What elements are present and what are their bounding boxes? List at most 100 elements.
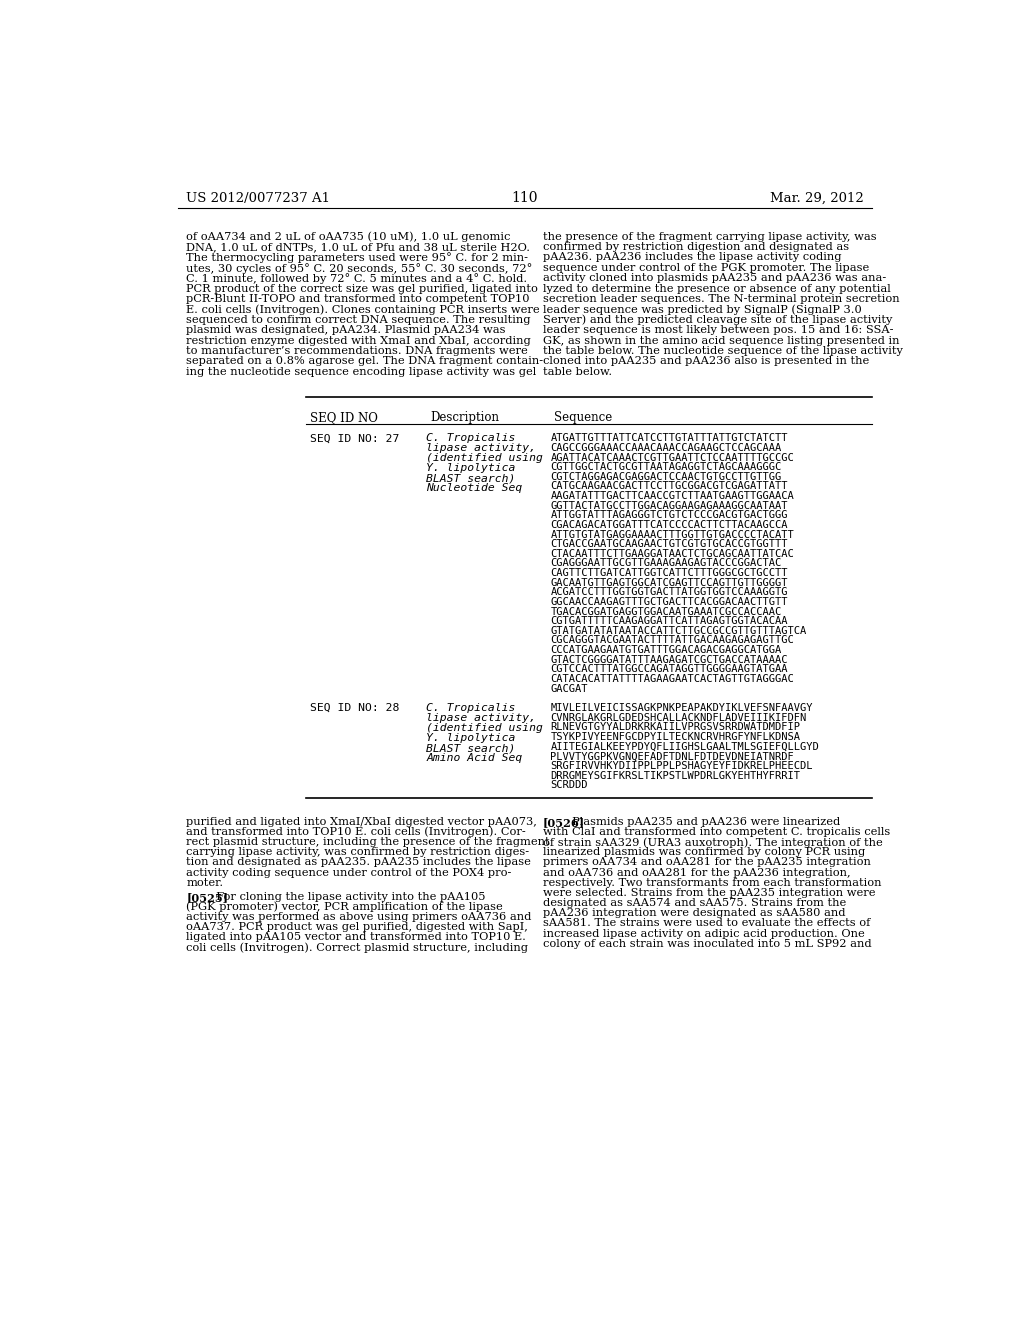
Text: leader sequence is most likely between pos. 15 and 16: SSA-: leader sequence is most likely between p… xyxy=(543,325,893,335)
Text: DNA, 1.0 uL of dNTPs, 1.0 uL of Pfu and 38 uL sterile H2O.: DNA, 1.0 uL of dNTPs, 1.0 uL of Pfu and … xyxy=(186,242,530,252)
Text: oAA737. PCR product was gel purified, digested with SapI,: oAA737. PCR product was gel purified, di… xyxy=(186,923,528,932)
Text: CCCATGAAGAATGTGATTTGGACAGACGAGGCATGGA: CCCATGAAGAATGTGATTTGGACAGACGAGGCATGGA xyxy=(550,645,781,655)
Text: ligated into pAA105 vector and transformed into TOP10 E.: ligated into pAA105 vector and transform… xyxy=(186,932,526,942)
Text: utes, 30 cycles of 95° C. 20 seconds, 55° C. 30 seconds, 72°: utes, 30 cycles of 95° C. 20 seconds, 55… xyxy=(186,263,532,273)
Text: activity cloned into plasmids pAA235 and pAA236 was ana-: activity cloned into plasmids pAA235 and… xyxy=(543,273,886,282)
Text: SRGFIRVVHKYDIIPPLPPLPSHAGYEYFIDKRELPHEECDL: SRGFIRVVHKYDIIPPLPPLPSHAGYEYFIDKRELPHEEC… xyxy=(550,760,813,771)
Text: E. coli cells (Invitrogen). Clones containing PCR inserts were: E. coli cells (Invitrogen). Clones conta… xyxy=(186,305,540,315)
Text: coli cells (Invitrogen). Correct plasmid structure, including: coli cells (Invitrogen). Correct plasmid… xyxy=(186,942,528,953)
Text: Sequence: Sequence xyxy=(554,411,612,424)
Text: ACGATCCTTTGGTGGTGACTTATGGTGGTCCAAAGGTG: ACGATCCTTTGGTGGTGACTTATGGTGGTCCAAAGGTG xyxy=(550,587,787,597)
Text: GACGAT: GACGAT xyxy=(550,684,588,693)
Text: (identified using: (identified using xyxy=(426,453,544,463)
Text: and transformed into TOP10 E. coli cells (Invitrogen). Cor-: and transformed into TOP10 E. coli cells… xyxy=(186,826,526,837)
Text: ATTGTGTATGAGGAAAACTTTGGTTGTGACCCCTACATT: ATTGTGTATGAGGAAAACTTTGGTTGTGACCCCTACATT xyxy=(550,529,795,540)
Text: SCRDDD: SCRDDD xyxy=(550,780,588,791)
Text: US 2012/0077237 A1: US 2012/0077237 A1 xyxy=(186,191,330,205)
Text: GTATGATATATAATACCATTCTTGCCGCCGTTGTTTAGTCA: GTATGATATATAATACCATTCTTGCCGCCGTTGTTTAGTC… xyxy=(550,626,807,636)
Text: primers oAA734 and oAA281 for the pAA235 integration: primers oAA734 and oAA281 for the pAA235… xyxy=(543,858,870,867)
Text: and oAA736 and oAA281 for the pAA236 integration,: and oAA736 and oAA281 for the pAA236 int… xyxy=(543,867,850,878)
Text: For cloning the lipase activity into the pAA105: For cloning the lipase activity into the… xyxy=(209,892,485,902)
Text: [0525]: [0525] xyxy=(186,892,228,903)
Text: confirmed by restriction digestion and designated as: confirmed by restriction digestion and d… xyxy=(543,242,849,252)
Text: The thermocycling parameters used were 95° C. for 2 min-: The thermocycling parameters used were 9… xyxy=(186,252,528,263)
Text: BLAST search): BLAST search) xyxy=(426,743,516,754)
Text: sequenced to confirm correct DNA sequence. The resulting: sequenced to confirm correct DNA sequenc… xyxy=(186,314,530,325)
Text: pCR-Blunt II-TOPO and transformed into competent TOP10: pCR-Blunt II-TOPO and transformed into c… xyxy=(186,294,529,304)
Text: C. Tropicalis: C. Tropicalis xyxy=(426,704,516,713)
Text: were selected. Strains from the pAA235 integration were: were selected. Strains from the pAA235 i… xyxy=(543,888,876,898)
Text: AGATTACATCAAACTCGTTGAATTCTCCAATTTTGCCGC: AGATTACATCAAACTCGTTGAATTCTCCAATTTTGCCGC xyxy=(550,453,795,462)
Text: sequence under control of the PGK promoter. The lipase: sequence under control of the PGK promot… xyxy=(543,263,869,273)
Text: lipase activity,: lipase activity, xyxy=(426,713,537,723)
Text: carrying lipase activity, was confirmed by restriction diges-: carrying lipase activity, was confirmed … xyxy=(186,847,529,857)
Text: lyzed to determine the presence or absence of any potential: lyzed to determine the presence or absen… xyxy=(543,284,891,293)
Text: CTGACCGAATGCAAGAACTGTCGTGTGCACCGTGGTTT: CTGACCGAATGCAAGAACTGTCGTGTGCACCGTGGTTT xyxy=(550,539,787,549)
Text: GGTTACTATGCCTTGGACAGGAAGAGAAAGGCAATAAT: GGTTACTATGCCTTGGACAGGAAGAGAAAGGCAATAAT xyxy=(550,500,787,511)
Text: PCR product of the correct size was gel purified, ligated into: PCR product of the correct size was gel … xyxy=(186,284,538,293)
Text: CGACAGACATGGATTTCATCCCCACTTCTTACAAGCCA: CGACAGACATGGATTTCATCCCCACTTCTTACAAGCCA xyxy=(550,520,787,529)
Text: purified and ligated into XmaI/XbaI digested vector pAA073,: purified and ligated into XmaI/XbaI dige… xyxy=(186,817,537,826)
Text: AAGATATTTGACTTCAACCGTCTTAATGAAGTTGGAACA: AAGATATTTGACTTCAACCGTCTTAATGAAGTTGGAACA xyxy=(550,491,795,502)
Text: (PGK promoter) vector, PCR amplification of the lipase: (PGK promoter) vector, PCR amplification… xyxy=(186,902,503,912)
Text: GK, as shown in the amino acid sequence listing presented in: GK, as shown in the amino acid sequence … xyxy=(543,335,899,346)
Text: GTACTCGGGGATATTTAAGAGATCGCTGACCATAAAAC: GTACTCGGGGATATTTAAGAGATCGCTGACCATAAAAC xyxy=(550,655,787,665)
Text: pAA236. pAA236 includes the lipase activity coding: pAA236. pAA236 includes the lipase activ… xyxy=(543,252,841,263)
Text: AIITEGIALKEEYPDYQFLIIGHSLGAALTMLSGIEFQLLGYD: AIITEGIALKEEYPDYQFLIIGHSLGAALTMLSGIEFQLL… xyxy=(550,742,819,751)
Text: table below.: table below. xyxy=(543,367,611,376)
Text: (identified using: (identified using xyxy=(426,723,544,733)
Text: TGACACGGATGAGGTGGACAATGAAATCGCCACCAAC: TGACACGGATGAGGTGGACAATGAAATCGCCACCAAC xyxy=(550,607,781,616)
Text: SEQ ID NO: 27: SEQ ID NO: 27 xyxy=(310,433,399,444)
Text: CGTTGGCTACTGCGTTAATAGAGGTCTAGCAAAGGGC: CGTTGGCTACTGCGTTAATAGAGGTCTAGCAAAGGGC xyxy=(550,462,781,473)
Text: linearized plasmids was confirmed by colony PCR using: linearized plasmids was confirmed by col… xyxy=(543,847,865,857)
Text: moter.: moter. xyxy=(186,878,223,888)
Text: CGAGGGAATTGCGTTGAAAGAAGAGTACCCGGACTAC: CGAGGGAATTGCGTTGAAAGAAGAGTACCCGGACTAC xyxy=(550,558,781,569)
Text: activity was performed as above using primers oAA736 and: activity was performed as above using pr… xyxy=(186,912,531,923)
Text: CATGCAAGAACGACTTCCTTGCGGACGTCGAGATTATT: CATGCAAGAACGACTTCCTTGCGGACGTCGAGATTATT xyxy=(550,482,787,491)
Text: increased lipase activity on adipic acid production. One: increased lipase activity on adipic acid… xyxy=(543,928,864,939)
Text: [0526]: [0526] xyxy=(543,817,585,828)
Text: Amino Acid Seq: Amino Acid Seq xyxy=(426,754,522,763)
Text: Mar. 29, 2012: Mar. 29, 2012 xyxy=(770,191,864,205)
Text: leader sequence was predicted by SignalP (SignalP 3.0: leader sequence was predicted by SignalP… xyxy=(543,305,861,315)
Text: restriction enzyme digested with XmaI and XbaI, according: restriction enzyme digested with XmaI an… xyxy=(186,335,530,346)
Text: CTACAATTTCTTGAAGGATAACTCTGCAGCAATTATCAC: CTACAATTTCTTGAAGGATAACTCTGCAGCAATTATCAC xyxy=(550,549,795,558)
Text: Server) and the predicted cleavage site of the lipase activity: Server) and the predicted cleavage site … xyxy=(543,314,892,325)
Text: the presence of the fragment carrying lipase activity, was: the presence of the fragment carrying li… xyxy=(543,231,877,242)
Text: RLNEVGTGYYALDRKRKAIILVPRGSVSRRDWATDMDFIP: RLNEVGTGYYALDRKRKAIILVPRGSVSRRDWATDMDFIP xyxy=(550,722,801,733)
Text: secretion leader sequences. The N-terminal protein secretion: secretion leader sequences. The N-termin… xyxy=(543,294,899,304)
Text: Y. lipolytica: Y. lipolytica xyxy=(426,733,516,743)
Text: of strain sAA329 (URA3 auxotroph). The integration of the: of strain sAA329 (URA3 auxotroph). The i… xyxy=(543,837,883,847)
Text: C. Tropicalis: C. Tropicalis xyxy=(426,433,516,444)
Text: pAA236 integration were designated as sAA580 and: pAA236 integration were designated as sA… xyxy=(543,908,845,919)
Text: the table below. The nucleotide sequence of the lipase activity: the table below. The nucleotide sequence… xyxy=(543,346,902,356)
Text: GGCAACCAAGAGTTTGCTGACTTCACGGACAACTTGTT: GGCAACCAAGAGTTTGCTGACTTCACGGACAACTTGTT xyxy=(550,597,787,607)
Text: Plasmids pAA235 and pAA236 were linearized: Plasmids pAA235 and pAA236 were lineariz… xyxy=(565,817,841,826)
Text: Description: Description xyxy=(430,411,500,424)
Text: designated as sAA574 and sAA575. Strains from the: designated as sAA574 and sAA575. Strains… xyxy=(543,898,846,908)
Text: CGTGATTTTTCAAGAGGATTCATTAGAGTGGTACACAA: CGTGATTTTTCAAGAGGATTCATTAGAGTGGTACACAA xyxy=(550,616,787,626)
Text: sAA581. The strains were used to evaluate the effects of: sAA581. The strains were used to evaluat… xyxy=(543,919,870,928)
Text: SEQ ID NO: 28: SEQ ID NO: 28 xyxy=(310,704,399,713)
Text: CAGCCGGGAAACCAAACAAACCAGAAGCTCCAGCAAA: CAGCCGGGAAACCAAACAAACCAGAAGCTCCAGCAAA xyxy=(550,444,781,453)
Text: colony of each strain was inoculated into 5 mL SP92 and: colony of each strain was inoculated int… xyxy=(543,939,871,949)
Text: rect plasmid structure, including the presence of the fragment: rect plasmid structure, including the pr… xyxy=(186,837,550,847)
Text: BLAST search): BLAST search) xyxy=(426,474,516,483)
Text: TSYKPIVYEENFGCDPYILTECKNCRVHRGFYNFLKDNSA: TSYKPIVYEENFGCDPYILTECKNCRVHRGFYNFLKDNSA xyxy=(550,733,801,742)
Text: DRRGMEYSGIFKRSLTIKPSTLWPDRLGKYEHTHYFRRIT: DRRGMEYSGIFKRSLTIKPSTLWPDRLGKYEHTHYFRRIT xyxy=(550,771,801,780)
Text: Y. lipolytica: Y. lipolytica xyxy=(426,463,516,474)
Text: GACAATGTTGAGTGGCATCGAGTTCCAGTTGTTGGGGT: GACAATGTTGAGTGGCATCGAGTTCCAGTTGTTGGGGT xyxy=(550,578,787,587)
Text: C. 1 minute, followed by 72° C. 5 minutes and a 4° C. hold.: C. 1 minute, followed by 72° C. 5 minute… xyxy=(186,273,527,284)
Text: Nucleotide Seq: Nucleotide Seq xyxy=(426,483,522,494)
Text: ATGATTGTTTATTCATCCTTGTATTTATTGTCTATCTT: ATGATTGTTTATTCATCCTTGTATTTATTGTCTATCTT xyxy=(550,433,787,444)
Text: 110: 110 xyxy=(512,191,538,206)
Text: cloned into pAA235 and pAA236 also is presented in the: cloned into pAA235 and pAA236 also is pr… xyxy=(543,356,869,366)
Text: MIVLEILVEICISSAGKPNKPEAPAKDYIKLVEFSNFAAVGY: MIVLEILVEICISSAGKPNKPEAPAKDYIKLVEFSNFAAV… xyxy=(550,704,813,713)
Text: CAGTTCTTGATCATTGGTCATTCTTTGGGCGCTGCCTT: CAGTTCTTGATCATTGGTCATTCTTTGGGCGCTGCCTT xyxy=(550,568,787,578)
Text: separated on a 0.8% agarose gel. The DNA fragment contain-: separated on a 0.8% agarose gel. The DNA… xyxy=(186,356,544,366)
Text: tion and designated as pAA235. pAA235 includes the lipase: tion and designated as pAA235. pAA235 in… xyxy=(186,858,531,867)
Text: ATTGGTATTTAGAGGGTCTGTCTCCCGACGTGACTGGG: ATTGGTATTTAGAGGGTCTGTCTCCCGACGTGACTGGG xyxy=(550,511,787,520)
Text: to manufacturer’s recommendations. DNA fragments were: to manufacturer’s recommendations. DNA f… xyxy=(186,346,528,356)
Text: of oAA734 and 2 uL of oAA735 (10 uM), 1.0 uL genomic: of oAA734 and 2 uL of oAA735 (10 uM), 1.… xyxy=(186,231,511,242)
Text: CGTCTAGGAGACGAGGACTCCAACTGTGCCTTGTTGG: CGTCTAGGAGACGAGGACTCCAACTGTGCCTTGTTGG xyxy=(550,471,781,482)
